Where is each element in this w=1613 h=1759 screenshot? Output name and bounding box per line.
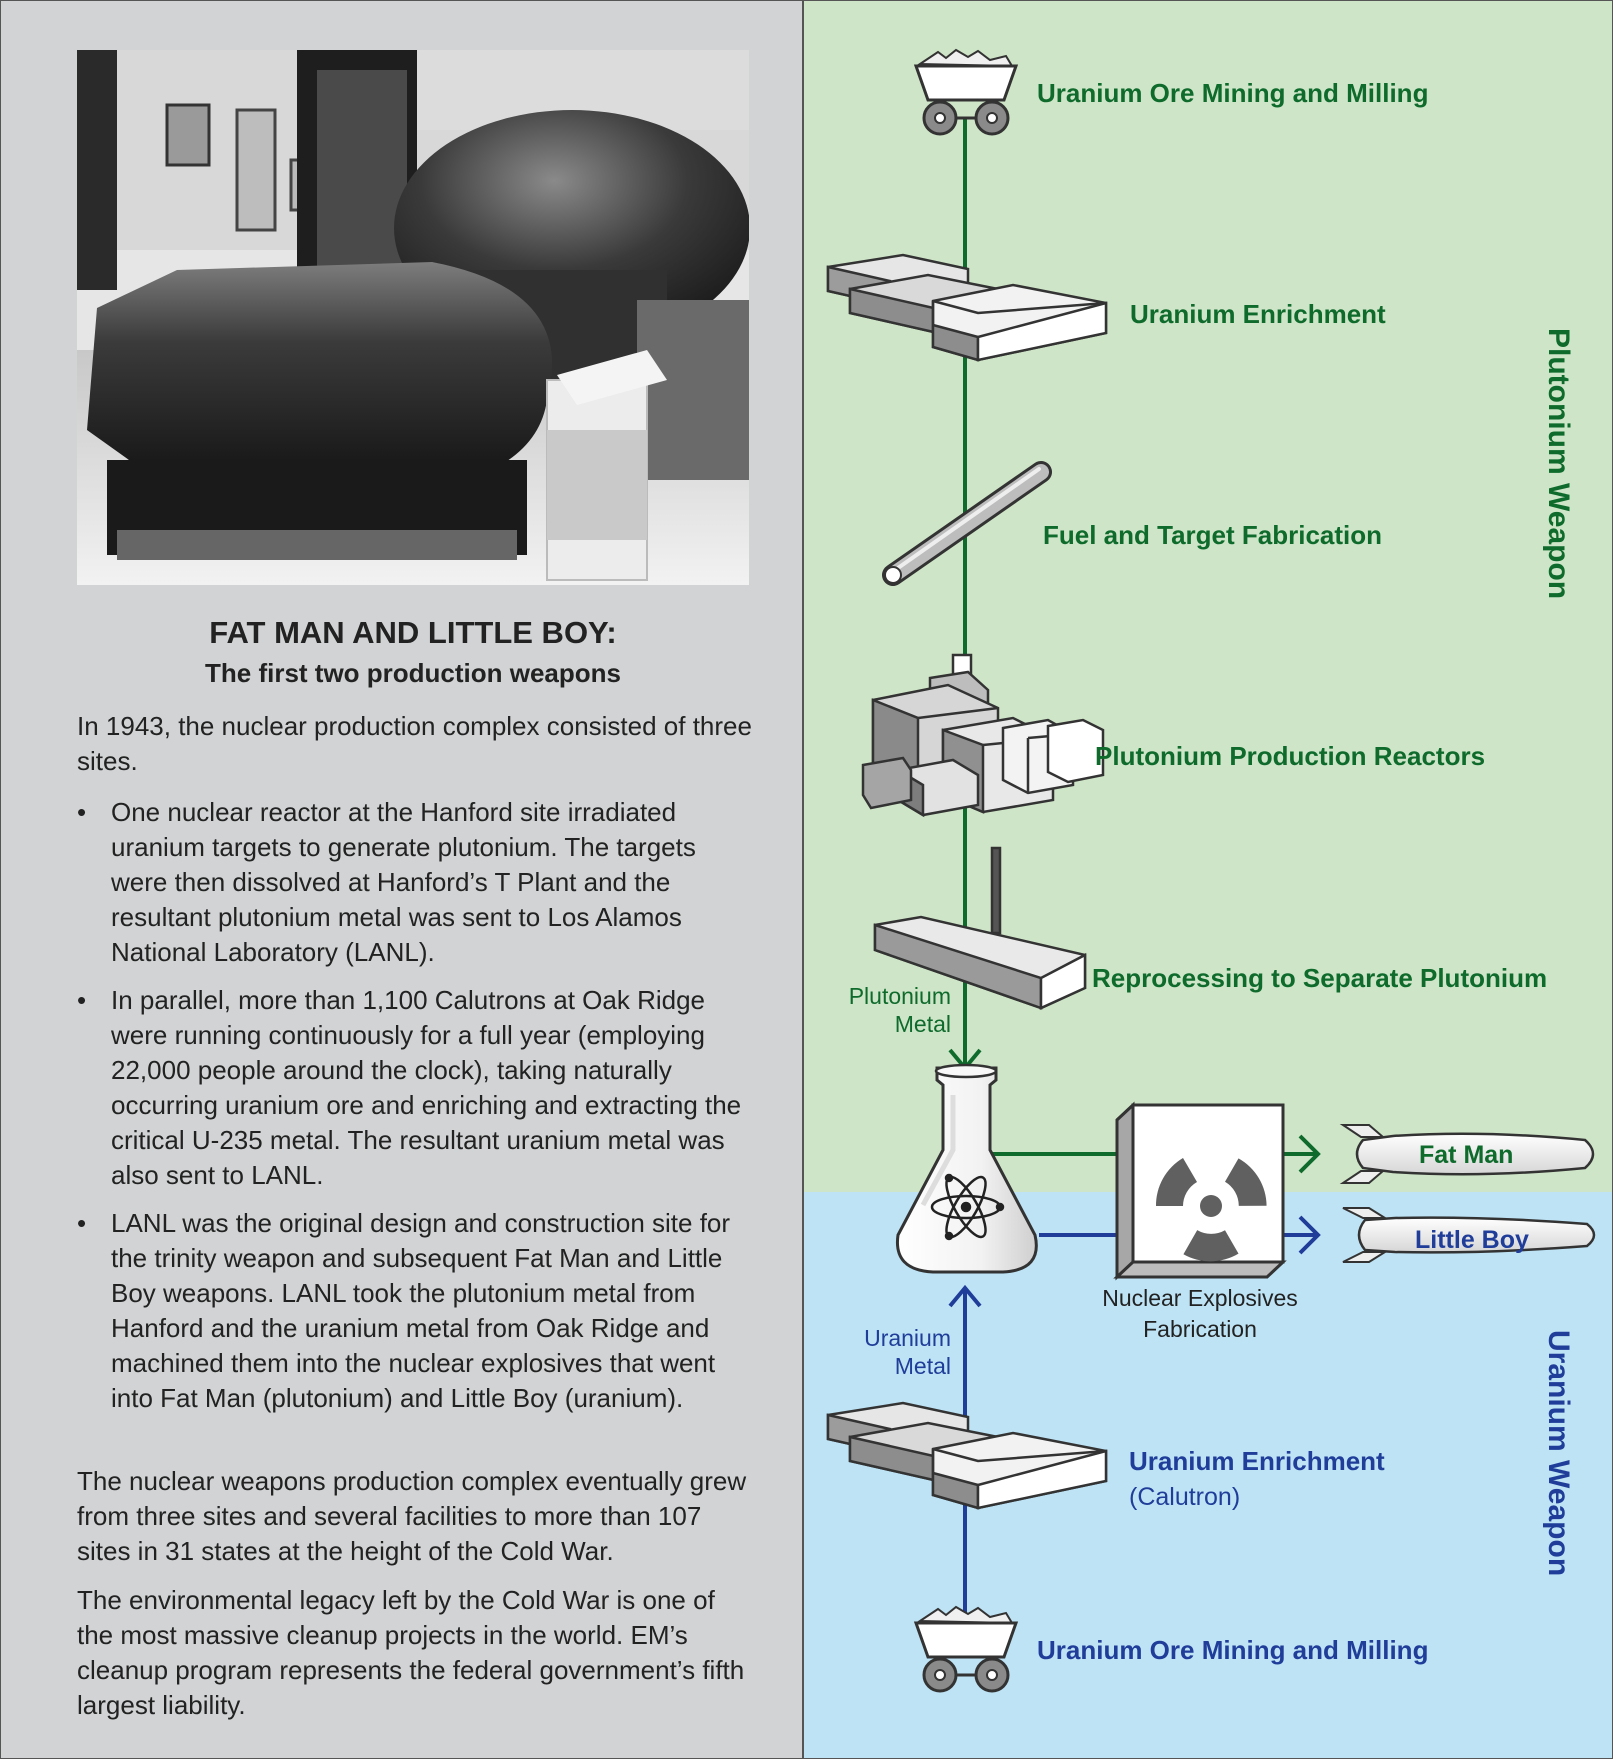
plutonium-metal-label-2: Metal xyxy=(895,1011,951,1037)
step-ore-mining-pu: Uranium Ore Mining and Milling xyxy=(1037,78,1428,108)
ore-cart-icon xyxy=(913,1605,1019,1693)
step-reprocessing: Reprocessing to Separate Plutonium xyxy=(1092,963,1547,993)
step-fuel-target-fabrication: Fuel and Target Fabrication xyxy=(1043,520,1382,550)
text-sidebar: FAT MAN AND LITTLE BOY: The first two pr… xyxy=(0,0,803,1759)
uranium-weapon-label: Uranium Weapon xyxy=(1542,1330,1575,1576)
growth-paragraph: The nuclear weapons production complex e… xyxy=(77,1466,747,1566)
plutonium-zone xyxy=(803,0,1613,1192)
to-fat-man-arrow-head xyxy=(1298,1134,1321,1174)
calutron-plant-icon xyxy=(826,1401,1108,1510)
step-ore-mining-u: Uranium Ore Mining and Milling xyxy=(1037,1635,1428,1665)
fat-man-label: Fat Man xyxy=(1419,1141,1513,1169)
uranium-arrow-head xyxy=(948,1284,982,1308)
step-plutonium-reactors: Plutonium Production Reactors xyxy=(1095,741,1485,771)
intro-paragraph: In 1943, the nuclear production complex … xyxy=(77,711,752,776)
bomb-photo xyxy=(77,50,749,585)
uranium-metal-label-2: Metal xyxy=(895,1353,951,1379)
reprocessing-plant-icon xyxy=(873,846,1087,1010)
flask-atom-icon xyxy=(895,1063,1038,1274)
ore-cart-icon xyxy=(913,48,1019,136)
plutonium-metal-label: Plutonium xyxy=(849,983,951,1009)
step-calutron-enrichment: Uranium Enrichment xyxy=(1129,1446,1385,1476)
reactor-complex-icon xyxy=(861,653,1105,818)
bullet-lanl: LANL was the original design and constru… xyxy=(77,1206,757,1416)
step-uranium-enrichment: Uranium Enrichment xyxy=(1130,299,1386,329)
sidebar-title: FAT MAN AND LITTLE BOY: xyxy=(209,615,617,650)
fabrication-label-2: Fabrication xyxy=(1143,1316,1257,1342)
radiation-box-icon xyxy=(1113,1101,1287,1281)
little-boy-label: Little Boy xyxy=(1415,1226,1529,1254)
enrichment-plant-icon xyxy=(826,253,1108,362)
bullet-oak-ridge: In parallel, more than 1,100 Calutrons a… xyxy=(77,983,757,1193)
fuel-rod-icon xyxy=(882,461,1052,586)
legacy-paragraph: The environmental legacy left by the Col… xyxy=(77,1585,745,1720)
site-bullet-list: One nuclear reactor at the Hanford site … xyxy=(77,795,757,1429)
to-little-boy-arrow-head xyxy=(1298,1215,1321,1255)
sidebar-subtitle: The first two production weapons xyxy=(205,658,621,688)
step-calutron-note: (Calutron) xyxy=(1129,1483,1240,1511)
little-boy-bomb-icon xyxy=(1342,1207,1596,1263)
uranium-metal-label: Uranium xyxy=(864,1325,951,1351)
fabrication-label: Nuclear Explosives xyxy=(1102,1285,1298,1311)
fat-man-bomb-icon xyxy=(1339,1124,1595,1184)
plutonium-weapon-label: Plutonium Weapon xyxy=(1542,328,1575,599)
bullet-hanford: One nuclear reactor at the Hanford site … xyxy=(77,795,757,970)
production-diagram: Uranium Ore Mining and Milling Uranium E… xyxy=(803,0,1613,1759)
